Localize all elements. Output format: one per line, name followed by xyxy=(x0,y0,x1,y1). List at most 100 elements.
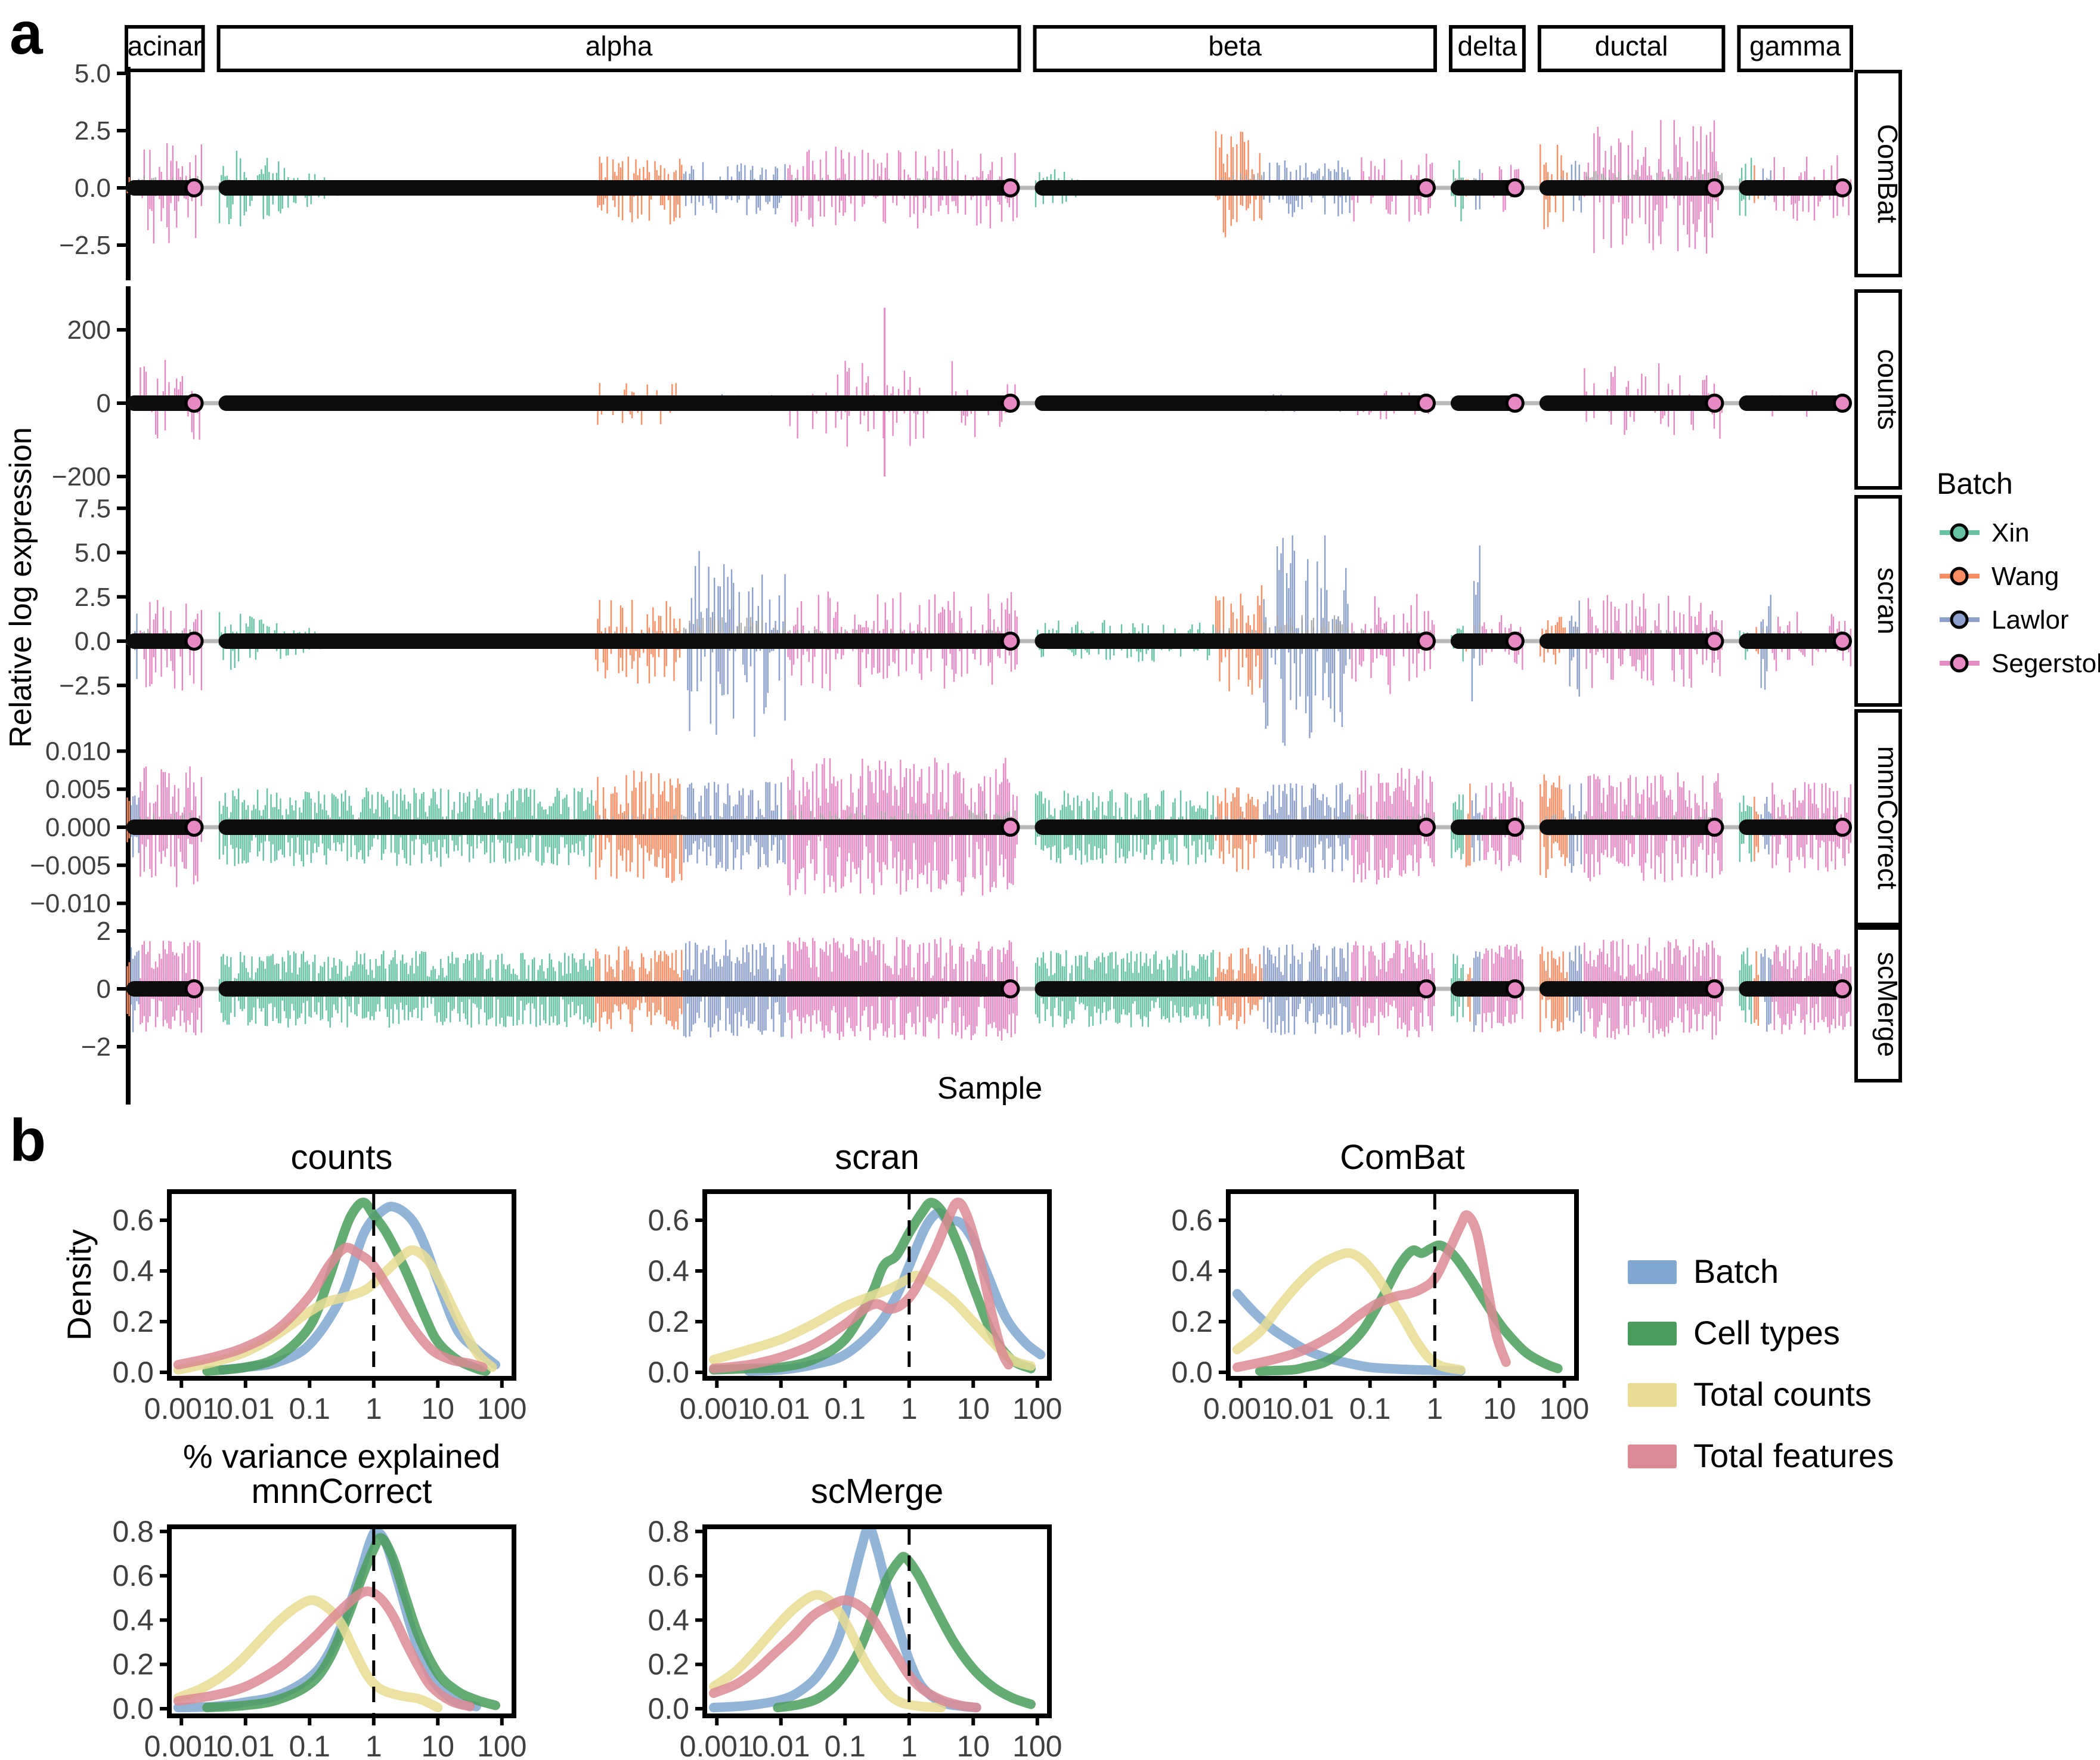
band-end-marker xyxy=(1505,394,1525,413)
legend-swatch-icon xyxy=(1628,1383,1677,1407)
x-tick-label: 1 xyxy=(901,1392,918,1425)
y-tick-label: 0.8 xyxy=(648,1515,689,1548)
rle-bars-Lawlor xyxy=(130,989,140,1032)
median-band xyxy=(1739,633,1851,649)
x-tick-label: 1 xyxy=(901,1730,918,1760)
variance-legend-label: Total features xyxy=(1693,1437,1894,1474)
x-tick-label: 100 xyxy=(477,1730,526,1760)
facet-header-label-delta: delta xyxy=(1458,30,1517,61)
rle-row-counts: 200 0 −200 counts xyxy=(52,286,1903,493)
row-strip-label: ComBat xyxy=(1872,124,1903,223)
rle-bars-Segerstolpe xyxy=(1584,827,1723,882)
band-end-marker xyxy=(1416,632,1436,651)
band-end-marker xyxy=(1505,178,1525,197)
x-tick-label: 0.1 xyxy=(824,1392,866,1425)
rle-bars-Lawlor xyxy=(1571,160,1580,188)
rle-row-scran: 7.5 5.0 2.5 0.0 −2.5 scran xyxy=(59,492,1903,746)
median-band xyxy=(126,819,203,835)
y-tick-label: 0.2 xyxy=(1171,1305,1213,1338)
density-plot-title: scMerge xyxy=(811,1472,943,1511)
band-end-marker xyxy=(1833,394,1852,413)
x-tick-label: 0.01 xyxy=(216,1392,274,1425)
band-end-marker xyxy=(1416,394,1436,413)
band-end-marker xyxy=(1505,632,1525,651)
median-band xyxy=(1450,819,1524,835)
y-tick-label: 0.005 xyxy=(45,775,111,804)
facet-header-box-gamma xyxy=(1737,25,1853,72)
y-tick-label: 0.000 xyxy=(45,813,111,842)
y-tick-label: −200 xyxy=(52,462,111,491)
y-tick-label: 0.2 xyxy=(648,1648,689,1681)
y-tick-label: 0.4 xyxy=(112,1254,154,1288)
rle-bars-Xin xyxy=(1739,948,1752,989)
rle-bars-Segerstolpe xyxy=(1584,120,1723,188)
legend-point-icon xyxy=(1950,610,1969,629)
density-curve-Batch xyxy=(218,1202,500,1375)
median-band xyxy=(218,819,1020,835)
density-plot-title: mnnCorrect xyxy=(252,1472,432,1511)
x-tick-label: 100 xyxy=(477,1392,526,1425)
median-band xyxy=(1739,180,1851,196)
panel-b-label: b xyxy=(10,1107,47,1174)
rle-bars-Lawlor xyxy=(685,550,786,641)
median-band xyxy=(126,180,203,196)
rle-bars-Segerstolpe xyxy=(1584,772,1723,827)
median-band xyxy=(218,981,1020,997)
rle-row-ComBat: 5.0 2.5 0.0 −2.5 ComBat xyxy=(59,59,1903,280)
batch-legend-label: Segerstolpe xyxy=(1991,649,2100,678)
y-tick-label: 0.0 xyxy=(75,627,111,656)
band-end-marker xyxy=(184,818,204,837)
row-strip-label: scran xyxy=(1872,567,1903,634)
median-band xyxy=(1539,633,1724,649)
y-tick-label: 0.6 xyxy=(648,1559,689,1592)
x-tick-label: 0.001 xyxy=(1203,1392,1278,1425)
band-end-marker xyxy=(1705,979,1724,998)
legend-swatch-icon xyxy=(1628,1322,1677,1345)
y-tick-label: 0.0 xyxy=(1171,1356,1213,1389)
y-tick-label: 0.0 xyxy=(75,174,111,203)
band-end-marker xyxy=(184,632,204,651)
rle-row-scMerge: 2 0 −2 scMerge xyxy=(81,917,1903,1105)
facet-header-box-alpha xyxy=(216,25,1021,72)
variance-legend-label: Cell types xyxy=(1693,1314,1840,1351)
facet-header-box-acinar xyxy=(125,25,205,72)
density-curve-Total features xyxy=(173,1242,488,1372)
batch-legend-label: Xin xyxy=(1991,518,2030,548)
y-tick-label: 0.0 xyxy=(112,1356,154,1389)
band-end-marker xyxy=(1833,632,1852,651)
rle-bars-Lawlor xyxy=(130,795,140,827)
band-end-marker xyxy=(1833,178,1852,197)
density-plot-title: ComBat xyxy=(1340,1138,1465,1177)
rle-bars-Wang xyxy=(595,771,683,827)
rle-bars-Lawlor xyxy=(1473,545,1480,641)
median-band xyxy=(1539,819,1724,835)
row-strip-scran: scran xyxy=(1854,495,1903,707)
y-tick-label: 0.2 xyxy=(648,1305,689,1338)
y-tick-label: −2.5 xyxy=(59,671,111,700)
band-end-marker xyxy=(184,979,204,998)
panel-b-y-axis-title: Density xyxy=(60,1229,98,1341)
median-band xyxy=(1450,180,1524,196)
panel-b-x-axis-title: % variance explained xyxy=(183,1437,500,1475)
y-tick-label: −0.005 xyxy=(30,851,111,880)
y-tick-label: 0.4 xyxy=(648,1254,689,1288)
x-tick-label: 0.01 xyxy=(752,1392,810,1425)
median-band xyxy=(1034,633,1435,649)
x-tick-label: 0.1 xyxy=(1349,1392,1391,1425)
variance-legend-label: Total counts xyxy=(1693,1375,1872,1413)
band-end-marker xyxy=(1705,394,1724,413)
x-tick-label: 100 xyxy=(1012,1392,1062,1425)
median-band xyxy=(1450,633,1524,649)
rle-bars-Lawlor xyxy=(1569,945,1582,989)
band-end-marker xyxy=(1001,818,1020,837)
y-tick-label: 5.0 xyxy=(75,539,111,568)
facet-header-label-acinar: acinar xyxy=(128,30,202,61)
y-tick-label: −2 xyxy=(81,1032,111,1062)
median-band xyxy=(1450,981,1524,997)
density-curve-Cell types xyxy=(773,1552,1036,1713)
median-band xyxy=(1539,395,1724,411)
facet-header-label-ductal: ductal xyxy=(1595,30,1668,61)
x-tick-label: 1 xyxy=(1426,1392,1443,1425)
